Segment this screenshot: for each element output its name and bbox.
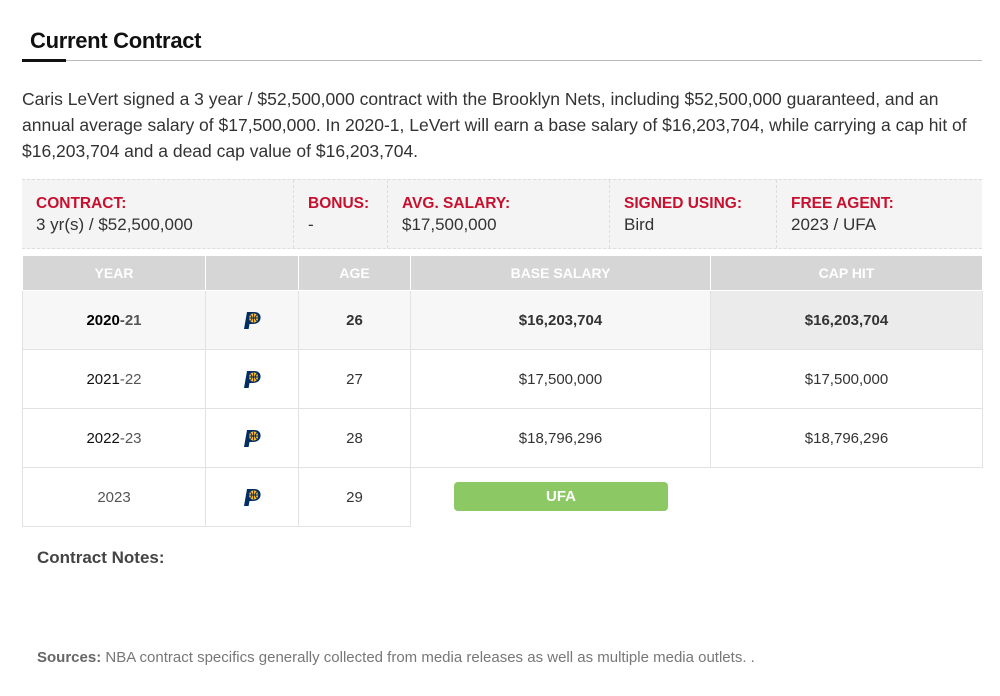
summary-free-agent-value: 2023 / UFA: [791, 215, 877, 234]
sources-label: Sources:: [37, 649, 102, 666]
base-salary-cell: $18,796,296: [410, 408, 711, 468]
summary-avg-salary-label: AVG. SALARY:: [402, 195, 511, 212]
summary-contract-label: CONTRACT:: [36, 195, 127, 212]
age-cell: 29: [298, 467, 411, 527]
year-cell: 2021-22: [22, 349, 206, 409]
age-cell: 26: [298, 290, 411, 350]
summary-free-agent: FREE AGENT: 2023 / UFA: [777, 180, 982, 248]
header-base-salary[interactable]: BASE SALARY: [410, 255, 711, 291]
sources-footer: Sources: NBA contract specifics generall…: [37, 649, 755, 666]
base-salary-cell: $16,203,704: [410, 290, 711, 350]
sources-text: NBA contract specifics generally collect…: [101, 649, 755, 666]
age-cell: 27: [298, 349, 411, 409]
year-end: -22: [119, 370, 142, 388]
header-team: [205, 255, 299, 291]
summary-bonus-value: -: [308, 215, 314, 234]
cap-hit-cell: $18,796,296: [710, 408, 983, 468]
summary-signed-using: SIGNED USING: Bird: [610, 180, 777, 248]
contract-summary-text: Caris LeVert signed a 3 year / $52,500,0…: [22, 89, 967, 161]
base-salary-cell: $17,500,000: [410, 349, 711, 409]
year-start: 2021: [86, 370, 120, 388]
pacers-logo-icon[interactable]: [205, 467, 299, 527]
table-header-row: YEAR AGE BASE SALARY CAP HIT: [22, 255, 983, 291]
year-start: 2022: [86, 429, 120, 447]
summary-free-agent-label: FREE AGENT:: [791, 195, 894, 212]
summary-contract-value: 3 yr(s) / $52,500,000: [36, 215, 193, 234]
summary-avg-salary-value: $17,500,000: [402, 215, 497, 234]
year-cell: 2023: [22, 467, 206, 527]
summary-signed-using-value: Bird: [624, 215, 655, 234]
ufa-badge: UFA: [454, 482, 668, 511]
title-divider: [22, 60, 982, 61]
table-row: 2021-22 27 $17,500,000 $17,500,000: [22, 349, 983, 409]
summary-signed-using-label: SIGNED USING:: [624, 195, 742, 212]
table-row: 2022-23 28 $18,796,296 $18,796,296: [22, 408, 983, 468]
year-cell: 2020-21: [22, 290, 206, 350]
pacers-logo-icon[interactable]: [205, 349, 299, 409]
cap-hit-cell: $16,203,704: [710, 290, 983, 350]
table-row: 2023 29 UFA: [22, 467, 983, 527]
header-age[interactable]: AGE: [298, 255, 411, 291]
year-cell: 2022-23: [22, 408, 206, 468]
title-underline: [22, 59, 66, 62]
year-start: 2023: [97, 488, 131, 506]
summary-avg-salary: AVG. SALARY: $17,500,000: [388, 180, 610, 248]
contract-table: YEAR AGE BASE SALARY CAP HIT 2020-21 26 …: [22, 255, 983, 527]
summary-contract: CONTRACT: 3 yr(s) / $52,500,000: [22, 180, 294, 248]
pacers-logo-icon[interactable]: [205, 290, 299, 350]
table-row: 2020-21 26 $16,203,704 $16,203,704: [22, 290, 983, 350]
section-title: Current Contract: [30, 28, 202, 53]
contract-notes-label: Contract Notes:: [37, 548, 165, 567]
age-cell: 28: [298, 408, 411, 468]
contract-summary-bar: CONTRACT: 3 yr(s) / $52,500,000 BONUS: -…: [22, 179, 982, 249]
year-end: -23: [119, 429, 142, 447]
year-start: 2020: [86, 311, 120, 329]
summary-bonus: BONUS: -: [294, 180, 388, 248]
summary-bonus-label: BONUS:: [308, 195, 370, 212]
header-cap-hit[interactable]: CAP HIT: [710, 255, 983, 291]
year-end: -21: [119, 311, 142, 329]
header-year[interactable]: YEAR: [22, 255, 206, 291]
free-agent-status-cell: UFA: [410, 467, 983, 527]
cap-hit-cell: $17,500,000: [710, 349, 983, 409]
pacers-logo-icon[interactable]: [205, 408, 299, 468]
